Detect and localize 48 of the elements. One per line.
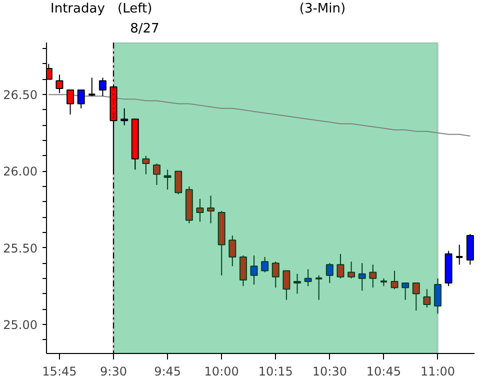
candlestick <box>314 274 324 300</box>
candlestick <box>304 268 312 287</box>
candlestick <box>282 270 290 300</box>
chart-title: Intraday <box>50 2 106 17</box>
candlestick <box>272 261 280 288</box>
candlestick <box>88 77 96 97</box>
x-tick-label: 11:00 <box>420 364 456 378</box>
x-tick-label: 10:15 <box>258 364 293 378</box>
candlestick <box>56 74 64 94</box>
candlestick <box>326 262 334 284</box>
candlestick <box>196 198 204 222</box>
candlestick <box>412 282 420 312</box>
candlestick <box>336 253 344 279</box>
text: (Left) <box>118 2 152 17</box>
candlestick <box>98 77 106 97</box>
candlestick <box>207 195 215 224</box>
candlestick <box>228 235 236 267</box>
text: (3-Min) <box>299 2 346 17</box>
candlestick <box>423 288 431 308</box>
x-tick-label: 9:30 <box>100 364 127 378</box>
x-tick-label: 10:45 <box>366 364 402 378</box>
candlestick <box>66 89 74 116</box>
candlestick <box>455 244 464 266</box>
candlestick <box>434 278 442 314</box>
candlestick <box>369 264 377 288</box>
candlestick <box>390 270 398 290</box>
x-tick-label: 10:00 <box>204 364 239 378</box>
candlestick <box>120 108 128 126</box>
candlestick <box>174 170 182 195</box>
candlestick <box>358 262 366 292</box>
candlestick <box>239 254 247 287</box>
candlestick <box>261 256 269 273</box>
candlestick <box>294 273 301 294</box>
candlestick <box>348 261 356 279</box>
y-tick-label: 26.00 <box>3 164 38 179</box>
candlestick <box>250 254 258 286</box>
x-tick-label: 15:45 <box>42 364 77 378</box>
y-tick-label: 25.00 <box>3 318 38 332</box>
x-tick-label: 10:30 <box>312 364 347 378</box>
candlestick <box>402 282 410 300</box>
x-tick-label: 9:45 <box>154 364 182 378</box>
candlestick <box>142 155 150 175</box>
candlestick <box>77 89 85 109</box>
candlestick <box>153 163 160 186</box>
candlestick <box>164 169 172 190</box>
ref-line-label: 8/27 <box>130 22 160 36</box>
y-tick-label: 25.50 <box>3 241 38 256</box>
y-tick-label: 26.50 <box>3 88 38 102</box>
